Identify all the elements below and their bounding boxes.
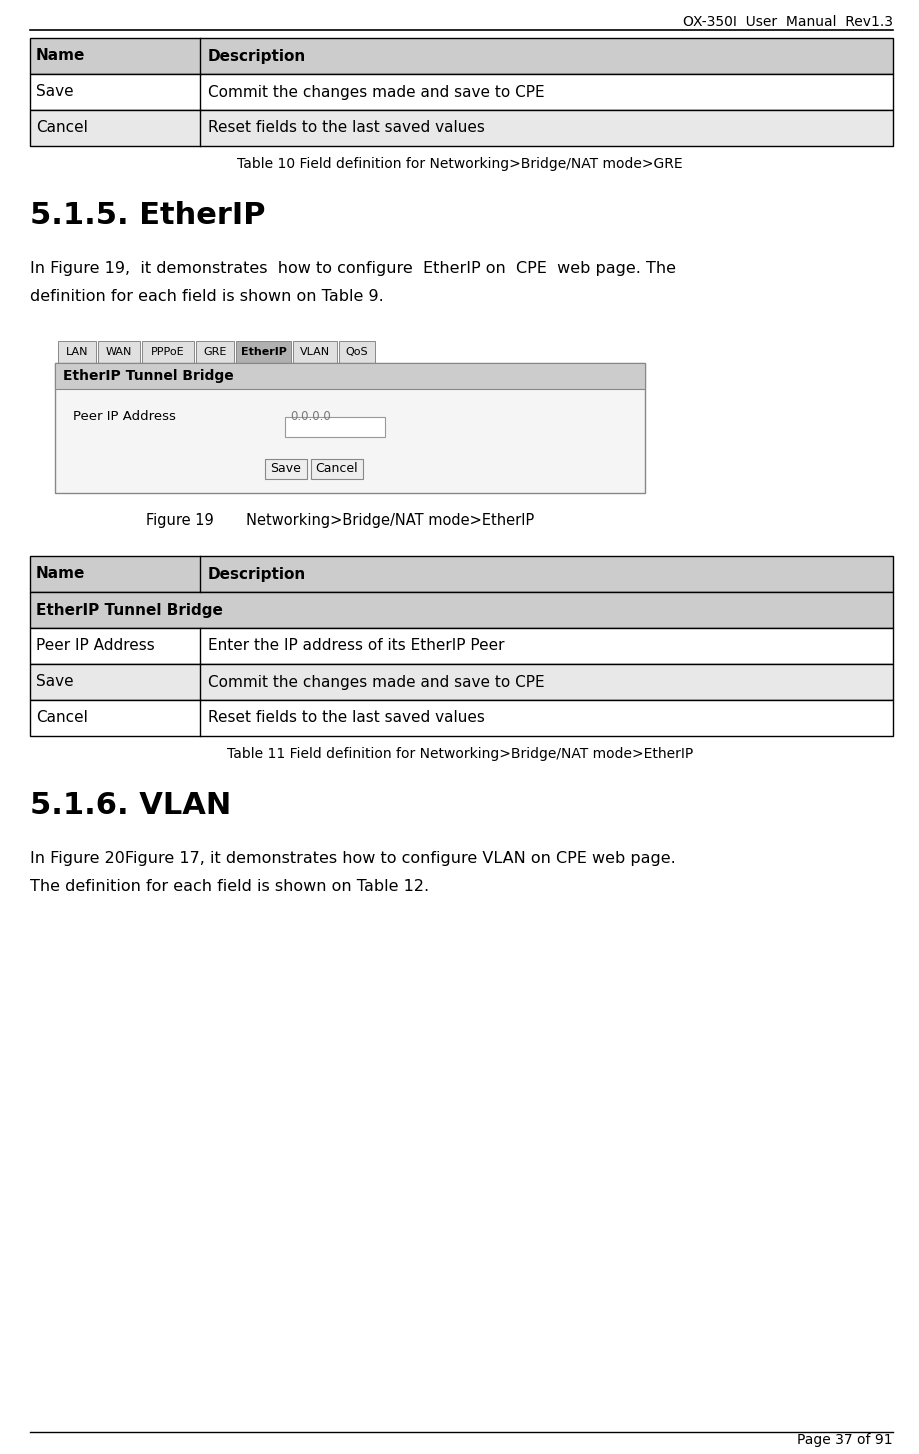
Text: The definition for each field is shown on Table 12.: The definition for each field is shown o… [30, 880, 428, 894]
Text: Table 10 Field definition for Networking>Bridge/NAT mode>GRE: Table 10 Field definition for Networking… [237, 157, 682, 172]
Text: 5.1.6. VLAN: 5.1.6. VLAN [30, 791, 231, 820]
Bar [30, 111, 892, 145]
Text: GRE: GRE [203, 348, 226, 358]
Text: Enter the IP address of its EtherIP Peer: Enter the IP address of its EtherIP Peer [208, 638, 504, 653]
Bar [98, 342, 140, 364]
Text: Peer IP Address: Peer IP Address [36, 638, 154, 653]
Bar [142, 342, 194, 364]
Bar [55, 364, 644, 493]
Text: WAN: WAN [106, 348, 132, 358]
Text: Table 11 Field definition for Networking>Bridge/NAT mode>EtherIP: Table 11 Field definition for Networking… [227, 747, 692, 760]
Text: EtherIP: EtherIP [240, 348, 286, 358]
Text: In Figure 19,  it demonstrates  how to configure  EtherIP on  CPE  web page. The: In Figure 19, it demonstrates how to con… [30, 262, 675, 276]
Text: definition for each field is shown on Table 9.: definition for each field is shown on Ta… [30, 289, 383, 304]
Bar [30, 628, 892, 664]
Text: Description: Description [208, 567, 306, 582]
Bar [30, 74, 892, 111]
Bar [236, 342, 290, 364]
Text: QoS: QoS [346, 348, 368, 358]
Bar [292, 342, 336, 364]
Text: Commit the changes made and save to CPE: Commit the changes made and save to CPE [208, 675, 544, 689]
Text: PPPoE: PPPoE [151, 348, 185, 358]
Text: In Figure 20Figure 17, it demonstrates how to configure VLAN on CPE web page.: In Figure 20Figure 17, it demonstrates h… [30, 851, 675, 867]
Text: VLAN: VLAN [300, 348, 330, 358]
Text: Name: Name [36, 48, 85, 64]
Text: LAN: LAN [65, 348, 88, 358]
Text: Page 37 of 91: Page 37 of 91 [797, 1434, 892, 1447]
Text: Peer IP Address: Peer IP Address [73, 410, 176, 423]
Bar [30, 664, 892, 699]
Text: Name: Name [36, 567, 85, 582]
Bar [58, 342, 96, 364]
Text: 5.1.5. EtherIP: 5.1.5. EtherIP [30, 201, 266, 230]
Text: Cancel: Cancel [36, 711, 88, 726]
Text: Figure 19       Networking>Bridge/NAT mode>EtherIP: Figure 19 Networking>Bridge/NAT mode>Eth… [146, 513, 534, 528]
Text: OX-350I  User  Manual  Rev1.3: OX-350I User Manual Rev1.3 [682, 15, 892, 29]
Bar [311, 459, 363, 478]
Bar [30, 38, 892, 74]
Text: EtherIP Tunnel Bridge: EtherIP Tunnel Bridge [36, 602, 222, 618]
Text: Reset fields to the last saved values: Reset fields to the last saved values [208, 121, 484, 135]
Bar [285, 417, 384, 438]
Bar [30, 699, 892, 736]
Bar [265, 459, 307, 478]
Text: Save: Save [36, 84, 74, 99]
Bar [55, 364, 644, 390]
Bar [338, 342, 375, 364]
Bar [196, 342, 233, 364]
Bar [30, 592, 892, 628]
Text: 0.0.0.0: 0.0.0.0 [289, 410, 331, 423]
Text: Save: Save [270, 462, 301, 475]
Text: Cancel: Cancel [36, 121, 88, 135]
Text: Cancel: Cancel [315, 462, 357, 475]
Text: Commit the changes made and save to CPE: Commit the changes made and save to CPE [208, 84, 544, 99]
Bar [30, 555, 892, 592]
Text: EtherIP Tunnel Bridge: EtherIP Tunnel Bridge [62, 369, 233, 382]
Text: Save: Save [36, 675, 74, 689]
Text: Description: Description [208, 48, 306, 64]
Text: Reset fields to the last saved values: Reset fields to the last saved values [208, 711, 484, 726]
